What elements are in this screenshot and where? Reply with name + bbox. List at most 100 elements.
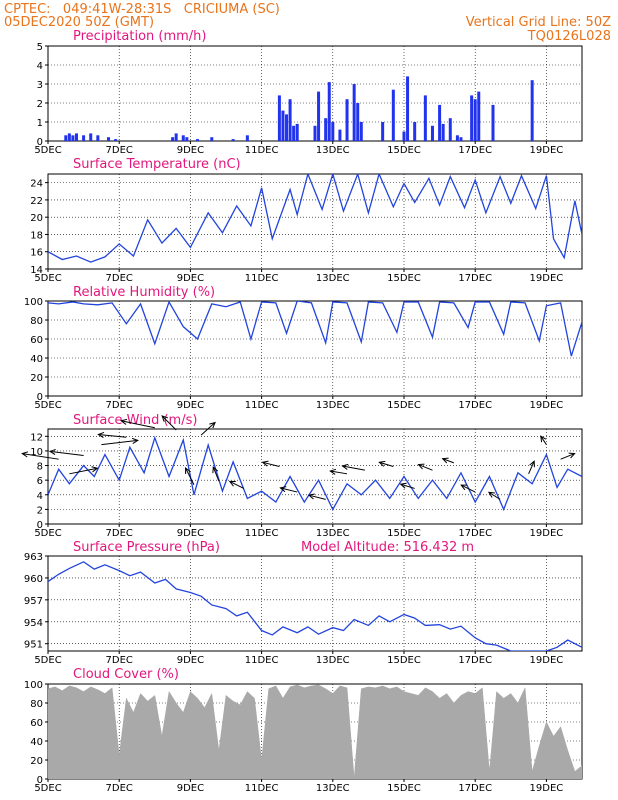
precip-bar (196, 139, 200, 141)
wind-ytick-label: 2 (37, 505, 43, 516)
wind-arrow (22, 453, 59, 460)
wind-marks: 0 2 4 6 8 10 12 5DEC 7DEC 9DEC 11DEC 13DEC 15DEC 17DE… (21, 415, 582, 539)
wind-arrow-head (329, 468, 337, 475)
temp-ytick-label: 18 (30, 230, 43, 241)
rh-xtick-label: 7DEC (106, 400, 133, 411)
precipitation-marks: 0 1 2 3 4 5 5DEC 7DEC 9DEC 11DEC 13DEC 15DEC 17DEC 19… (34, 42, 582, 156)
wind-arrow-head (185, 466, 191, 474)
wind-arrow (98, 433, 127, 438)
wind-xtick-label: 11DEC (245, 528, 279, 539)
temp-ytick-label: 16 (30, 248, 43, 259)
temperature-panel: Surface Temperature (nC) 14 16 18 20 22 24 5DE… (30, 157, 583, 284)
wind-arrow (400, 483, 415, 489)
temp-xtick-label: 7DEC (106, 273, 133, 284)
wind-arrow-head (540, 435, 547, 443)
precip-bar (438, 104, 442, 141)
pres-series-line (48, 561, 582, 651)
temp-xtick-label: 11DEC (245, 273, 279, 284)
wind-arrow (161, 415, 177, 431)
precip-bar (530, 80, 534, 141)
precip-bar (114, 139, 118, 141)
precip-bar (174, 133, 178, 141)
header-station: CPTEC: 049:41W-28:31S CRICIUMA (SC) (4, 2, 280, 17)
precip-ytick-label: 3 (37, 80, 43, 91)
wind-arrow (49, 450, 84, 457)
precip-bar (317, 91, 321, 141)
precip-bar (352, 84, 356, 141)
cloud-xtick-label: 13DEC (316, 783, 350, 794)
temp-ytick-label: 20 (30, 213, 43, 224)
cloud-cover-area (48, 684, 582, 779)
rh-xtick-label: 9DEC (177, 400, 204, 411)
wind-arrow (262, 461, 280, 467)
wind-arrow (185, 467, 195, 485)
cloud-xtick-label: 7DEC (106, 783, 133, 794)
cloud-ytick-label: 20 (30, 756, 43, 767)
precip-bar (430, 125, 434, 141)
temp-xtick-label: 17DEC (458, 273, 492, 284)
wind-xtick-label: 15DEC (387, 528, 421, 539)
humidity-plot-area (47, 300, 583, 397)
wind-arrow-head (568, 452, 576, 459)
wind-xtick-label: 5DEC (34, 528, 61, 539)
pres-xtick-label: 17DEC (458, 655, 492, 666)
wind-arrow (200, 422, 216, 436)
wind-xtick-label: 7DEC (106, 528, 133, 539)
temp-xtick-label: 5DEC (34, 273, 61, 284)
wind-arrow-head (209, 421, 216, 429)
rh-ytick-label: 0 (37, 392, 43, 403)
precip-bar (82, 135, 86, 141)
temp-xtick-label: 15DEC (387, 273, 421, 284)
precip-bar (288, 99, 292, 141)
humidity-panel: Relative Humidity (%) 0 20 40 60 80 100 5DEC 7D… (24, 285, 583, 411)
wind-arrow (69, 467, 98, 475)
rh-xtick-label: 15DEC (387, 400, 421, 411)
wind-arrow-head (131, 437, 139, 445)
precip-bar (245, 135, 249, 141)
wind-xtick-label: 19DEC (530, 528, 564, 539)
wind-arrow-head (378, 460, 386, 467)
wind-arrow-head (161, 415, 168, 422)
temp-ytick-label: 22 (30, 196, 43, 207)
rh-series (48, 301, 582, 357)
cloud-ytick-label: 80 (30, 699, 43, 710)
wind-arrow (528, 461, 535, 475)
cloud-series (48, 684, 582, 779)
rh-xtick-label: 19DEC (530, 400, 564, 411)
wind-title: Surface Wind (m/s) (73, 413, 197, 428)
temp-ytick-label: 24 (30, 179, 43, 190)
wind-ytick-label: 8 (37, 462, 43, 473)
precip-bar (64, 135, 68, 141)
wind-arrow (308, 494, 326, 500)
precip-bar (285, 114, 289, 141)
cloud-xtick-label: 19DEC (530, 783, 564, 794)
pres-xtick-label: 15DEC (387, 655, 421, 666)
rh-xtick-label: 13DEC (316, 400, 350, 411)
precip-bar (345, 99, 349, 141)
pres-ytick-label: 963 (24, 552, 43, 563)
precip-bar (338, 129, 342, 141)
precip-bar (413, 122, 417, 141)
rh-xtick-label: 11DEC (245, 400, 279, 411)
precip-bar (89, 133, 93, 141)
wind-arrow-head (487, 491, 495, 498)
precip-ytick-label: 4 (37, 61, 43, 72)
precip-bar (441, 123, 445, 141)
wind-plot-area (47, 428, 583, 525)
wind-xtick-label: 17DEC (458, 528, 492, 539)
rh-series-line (48, 301, 582, 357)
wind-arrow (418, 464, 433, 471)
pres-xtick-label: 9DEC (177, 655, 204, 666)
header-grid-note: Vertical Grid Line: 50Z (466, 15, 611, 30)
precip-xtick-label: 7DEC (106, 145, 133, 156)
precip-xtick-label: 19DEC (530, 145, 564, 156)
precip-bar (470, 95, 474, 141)
pres-ytick-label: 954 (24, 618, 43, 629)
precip-bar (96, 135, 100, 141)
wind-ytick-label: 10 (30, 447, 43, 458)
wind-arrow-head (341, 463, 349, 470)
wind-xtick-label: 9DEC (177, 528, 204, 539)
wind-arrow (342, 465, 365, 471)
pressure-plot-area (47, 555, 583, 652)
wind-arrow (560, 453, 575, 460)
